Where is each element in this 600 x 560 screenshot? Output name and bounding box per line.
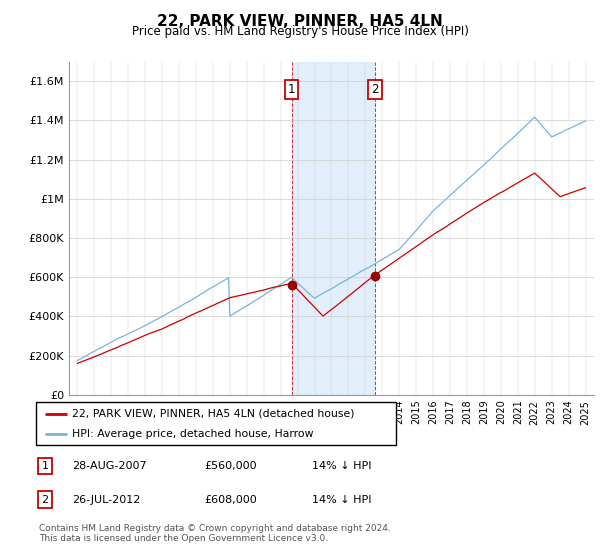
Text: 2: 2 [41, 494, 49, 505]
Text: 28-AUG-2007: 28-AUG-2007 [72, 461, 146, 471]
Text: 2: 2 [371, 83, 379, 96]
Text: 26-JUL-2012: 26-JUL-2012 [72, 494, 140, 505]
Text: 1: 1 [288, 83, 295, 96]
Text: 1: 1 [41, 461, 49, 471]
Text: This data is licensed under the Open Government Licence v3.0.: This data is licensed under the Open Gov… [39, 534, 328, 543]
Text: Price paid vs. HM Land Registry's House Price Index (HPI): Price paid vs. HM Land Registry's House … [131, 25, 469, 38]
Text: Contains HM Land Registry data © Crown copyright and database right 2024.: Contains HM Land Registry data © Crown c… [39, 524, 391, 533]
Text: 14% ↓ HPI: 14% ↓ HPI [312, 461, 371, 471]
Text: £608,000: £608,000 [204, 494, 257, 505]
Text: £560,000: £560,000 [204, 461, 257, 471]
Text: HPI: Average price, detached house, Harrow: HPI: Average price, detached house, Harr… [72, 430, 314, 439]
Text: 14% ↓ HPI: 14% ↓ HPI [312, 494, 371, 505]
Text: 22, PARK VIEW, PINNER, HA5 4LN: 22, PARK VIEW, PINNER, HA5 4LN [157, 14, 443, 29]
Text: 22, PARK VIEW, PINNER, HA5 4LN (detached house): 22, PARK VIEW, PINNER, HA5 4LN (detached… [72, 409, 355, 419]
